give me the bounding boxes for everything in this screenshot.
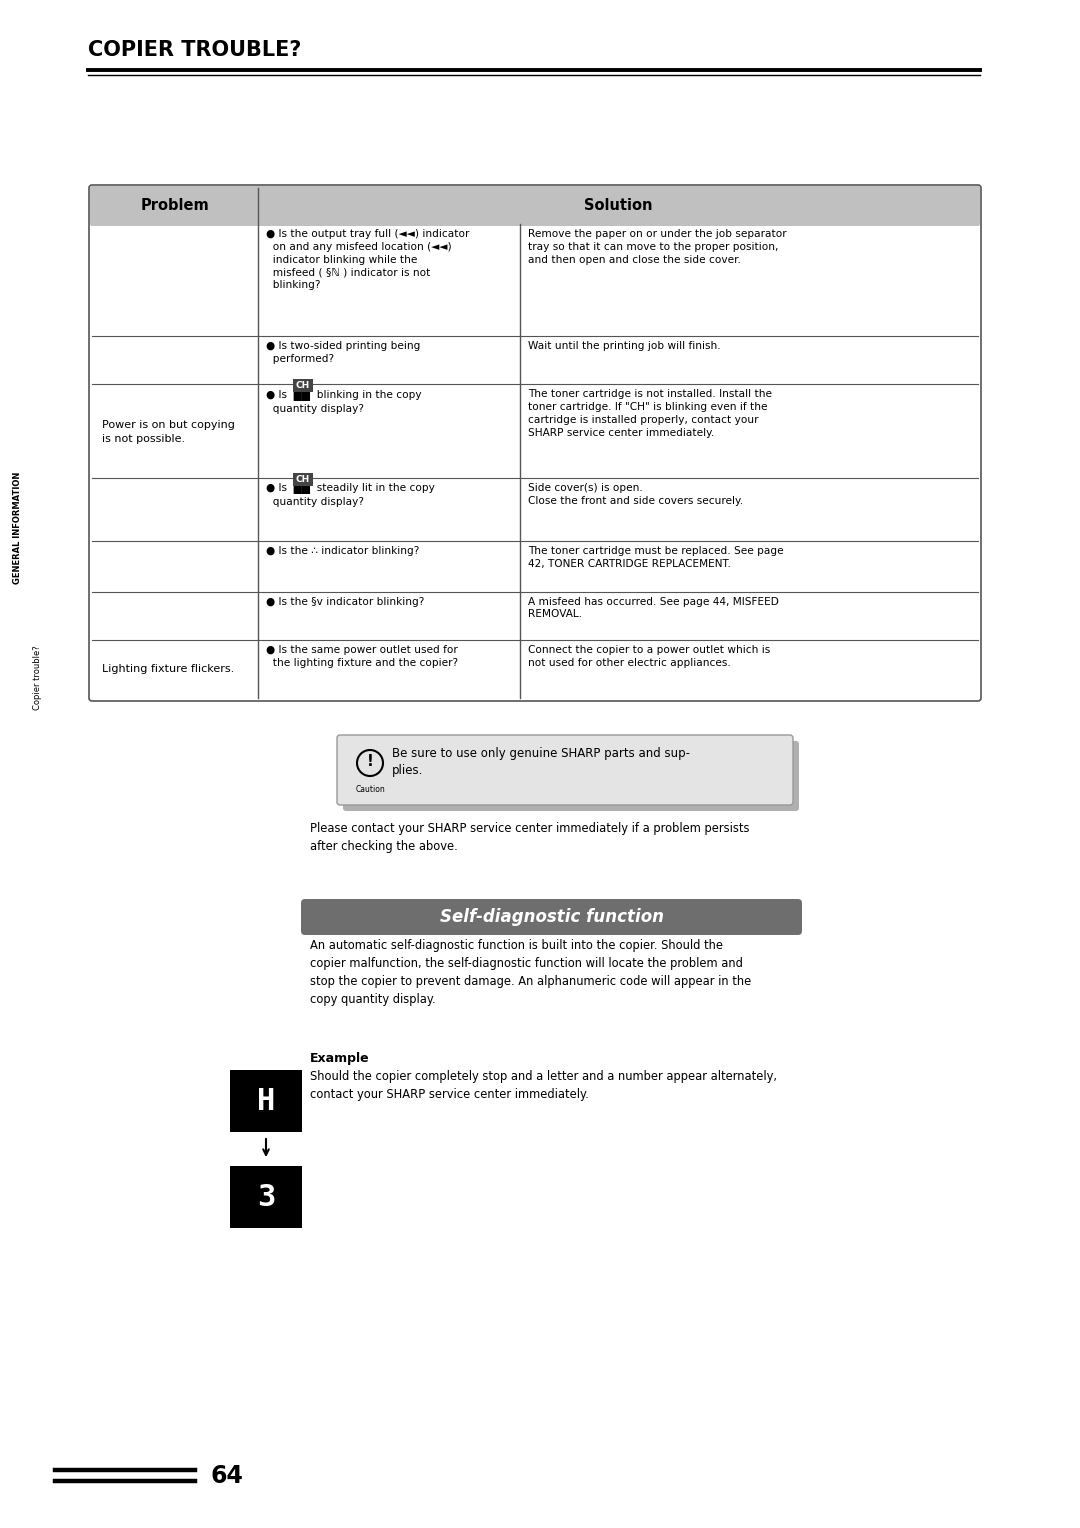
Text: 3: 3 xyxy=(257,1183,275,1212)
Text: Self-diagnostic function: Self-diagnostic function xyxy=(440,908,663,926)
Text: ● Is the same power outlet used for
  the lighting fixture and the copier?: ● Is the same power outlet used for the … xyxy=(266,645,458,668)
Text: Problem: Problem xyxy=(140,199,210,214)
Text: Remove the paper on or under the job separator
tray so that it can move to the p: Remove the paper on or under the job sep… xyxy=(528,229,786,264)
Text: ● Is the ∴ indicator blinking?: ● Is the ∴ indicator blinking? xyxy=(266,545,419,556)
Text: !: ! xyxy=(366,755,374,770)
Text: H: H xyxy=(257,1086,275,1115)
FancyBboxPatch shape xyxy=(301,898,802,935)
Text: The toner cartridge is not installed. Install the
toner cartridge. If "CH" is bl: The toner cartridge is not installed. In… xyxy=(528,390,772,439)
Text: ● Is two-sided printing being
  performed?: ● Is two-sided printing being performed? xyxy=(266,341,420,364)
Bar xyxy=(230,1166,302,1229)
Text: The toner cartridge must be replaced. See page
42, TONER CARTRIDGE REPLACEMENT.: The toner cartridge must be replaced. Se… xyxy=(528,545,784,568)
Text: Please contact your SHARP service center immediately if a problem persists
after: Please contact your SHARP service center… xyxy=(310,822,750,853)
Text: ● Is  ██  steadily lit in the copy
  quantity display?: ● Is ██ steadily lit in the copy quantit… xyxy=(266,483,435,507)
Text: CH: CH xyxy=(296,382,310,391)
Bar xyxy=(230,1070,302,1132)
Text: Copier trouble?: Copier trouble? xyxy=(33,646,42,711)
Text: Should the copier completely stop and a letter and a number appear alternately,
: Should the copier completely stop and a … xyxy=(310,1070,777,1102)
Text: Side cover(s) is open.
Close the front and side covers securely.: Side cover(s) is open. Close the front a… xyxy=(528,483,743,506)
Text: Lighting fixture flickers.: Lighting fixture flickers. xyxy=(102,665,234,674)
FancyBboxPatch shape xyxy=(337,735,793,805)
FancyBboxPatch shape xyxy=(89,185,981,701)
Text: 64: 64 xyxy=(210,1464,243,1488)
Text: COPIER TROUBLE?: COPIER TROUBLE? xyxy=(87,40,301,60)
Text: ● Is the output tray full (◄◄) indicator
  on and any misfeed location (◄◄)
  in: ● Is the output tray full (◄◄) indicator… xyxy=(266,229,470,290)
FancyBboxPatch shape xyxy=(90,186,980,226)
Text: A misfeed has occurred. See page 44, MISFEED
REMOVAL.: A misfeed has occurred. See page 44, MIS… xyxy=(528,596,779,619)
Text: Solution: Solution xyxy=(584,199,652,214)
FancyBboxPatch shape xyxy=(293,472,313,486)
Text: Power is on but copying
is not possible.: Power is on but copying is not possible. xyxy=(102,420,234,445)
Text: Example: Example xyxy=(310,1051,369,1065)
Text: Connect the copier to a power outlet which is
not used for other electric applia: Connect the copier to a power outlet whi… xyxy=(528,645,770,668)
FancyBboxPatch shape xyxy=(343,741,799,811)
Text: CH: CH xyxy=(296,475,310,484)
Text: Be sure to use only genuine SHARP parts and sup-
plies.: Be sure to use only genuine SHARP parts … xyxy=(392,747,690,778)
Text: ● Is  ██  blinking in the copy
  quantity display?: ● Is ██ blinking in the copy quantity di… xyxy=(266,390,421,414)
FancyBboxPatch shape xyxy=(293,379,313,393)
Text: Wait until the printing job will finish.: Wait until the printing job will finish. xyxy=(528,341,720,351)
Text: An automatic self-diagnostic function is built into the copier. Should the
copie: An automatic self-diagnostic function is… xyxy=(310,940,752,1005)
Text: GENERAL INFORMATION: GENERAL INFORMATION xyxy=(13,472,23,584)
Text: Caution: Caution xyxy=(355,785,384,795)
Text: ● Is the §v indicator blinking?: ● Is the §v indicator blinking? xyxy=(266,596,424,607)
